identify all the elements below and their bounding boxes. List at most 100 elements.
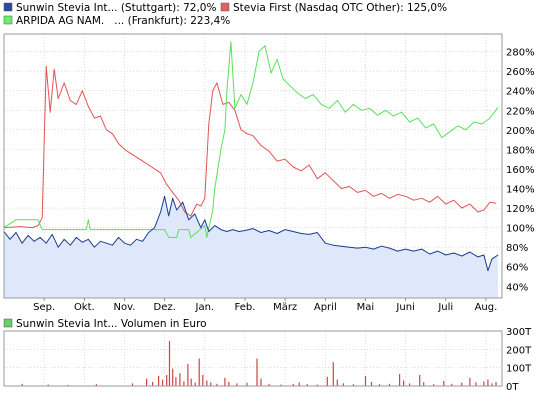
volume-bar — [378, 384, 381, 386]
data-point-stevia-first — [341, 188, 342, 189]
volume-bar — [256, 358, 258, 386]
volume-bar — [451, 383, 453, 386]
data-point-stevia-first — [381, 193, 382, 194]
volume-bar — [183, 381, 185, 386]
data-point-sunwin — [276, 233, 278, 234]
data-point-sunwin — [188, 219, 190, 221]
volume-y-tick-label: 100T — [506, 364, 532, 375]
data-point-sunwin — [182, 201, 184, 203]
x-tick-label: Okt. — [74, 302, 95, 313]
data-point-sunwin — [365, 246, 366, 248]
volume-bar — [210, 382, 212, 386]
volume-chart-y-ticks: 0T 100T 200T 300T — [506, 327, 532, 393]
data-point-sunwin — [200, 227, 202, 229]
volume-legend-swatch — [3, 318, 13, 328]
data-point-arpida — [75, 229, 77, 231]
data-point-stevia-first — [284, 158, 286, 160]
data-point-stevia-first — [495, 202, 497, 204]
y-tick-label: 160% — [506, 165, 535, 176]
data-point-stevia-first — [373, 195, 374, 197]
volume-bar — [475, 382, 477, 386]
volume-bar — [423, 382, 425, 386]
data-point-sunwin — [292, 231, 294, 232]
data-point-arpida — [336, 100, 338, 101]
volume-bar — [166, 375, 168, 386]
data-point-arpida — [270, 72, 272, 74]
x-tick-label: Juni — [395, 302, 414, 313]
data-point-arpida — [361, 109, 362, 111]
data-point-stevia-first — [178, 199, 180, 201]
volume-bar — [268, 383, 270, 386]
data-point-sunwin — [21, 242, 23, 244]
data-point-arpida — [120, 229, 121, 231]
x-tick-label: Nov. — [114, 302, 136, 313]
y-tick-label: 140% — [506, 184, 535, 195]
data-point-sunwin — [349, 246, 350, 248]
data-point-stevia-first — [252, 135, 254, 137]
data-point-arpida — [63, 229, 65, 231]
volume-bar — [491, 383, 493, 387]
data-point-sunwin — [316, 232, 318, 233]
data-point-sunwin — [33, 240, 35, 242]
data-point-stevia-first — [228, 102, 230, 103]
data-point-sunwin — [284, 229, 286, 231]
data-point-arpida — [401, 111, 402, 113]
volume-bar — [370, 382, 373, 386]
data-point-sunwin — [332, 244, 334, 246]
data-point-sunwin — [160, 211, 162, 213]
data-point-stevia-first — [349, 186, 350, 187]
data-point-arpida — [230, 41, 232, 43]
data-point-sunwin — [381, 245, 382, 247]
data-point-stevia-first — [19, 226, 21, 228]
data-point-arpida — [214, 188, 216, 189]
volume-bar — [409, 383, 411, 386]
data-point-stevia-first — [268, 150, 270, 152]
legend-swatch-arpida — [3, 15, 13, 25]
data-point-stevia-first — [106, 129, 107, 131]
volume-y-tick-label: 0T — [506, 382, 519, 393]
data-point-stevia-first — [316, 178, 318, 180]
data-point-stevia-first — [240, 129, 242, 131]
volume-bar — [172, 368, 174, 386]
volume-bar — [228, 382, 230, 386]
data-point-sunwin — [154, 227, 156, 229]
legend-swatch-sunwin — [3, 2, 13, 12]
volume-legend: Sunwin Stevia Int... Volumen in Euro — [3, 318, 207, 330]
volume-bar — [146, 378, 148, 386]
data-point-stevia-first — [389, 197, 390, 199]
data-point-sunwin — [268, 230, 270, 231]
volume-bar — [187, 364, 189, 386]
volume-bar — [260, 378, 262, 386]
data-point-stevia-first — [45, 65, 47, 67]
data-point-arpida — [457, 125, 459, 127]
data-point-sunwin — [204, 219, 206, 221]
data-point-arpida — [246, 104, 248, 105]
data-point-arpida — [489, 117, 491, 119]
data-point-sunwin — [168, 215, 170, 217]
data-point-stevia-first — [69, 100, 71, 101]
data-point-sunwin — [260, 232, 262, 233]
volume-bar — [194, 382, 196, 386]
data-point-sunwin — [469, 251, 471, 253]
volume-bar — [202, 375, 204, 386]
data-point-stevia-first — [300, 170, 302, 172]
data-point-stevia-first — [489, 201, 491, 203]
volume-bar — [388, 383, 391, 386]
data-point-arpida — [220, 149, 222, 150]
data-point-sunwin — [57, 246, 59, 248]
data-point-arpida — [204, 225, 206, 227]
data-point-arpida — [393, 115, 394, 117]
data-point-arpida — [212, 209, 214, 211]
data-point-sunwin — [308, 234, 310, 235]
data-point-stevia-first — [477, 211, 479, 213]
data-point-stevia-first — [200, 205, 202, 207]
data-point-stevia-first — [308, 164, 310, 166]
data-point-sunwin — [341, 245, 342, 247]
data-point-arpida — [425, 127, 427, 129]
data-point-arpida — [168, 237, 170, 238]
volume-bar — [179, 373, 181, 386]
data-point-sunwin — [27, 235, 29, 236]
legend-swatch-stevia-first — [220, 2, 230, 12]
data-point-arpida — [353, 104, 354, 105]
